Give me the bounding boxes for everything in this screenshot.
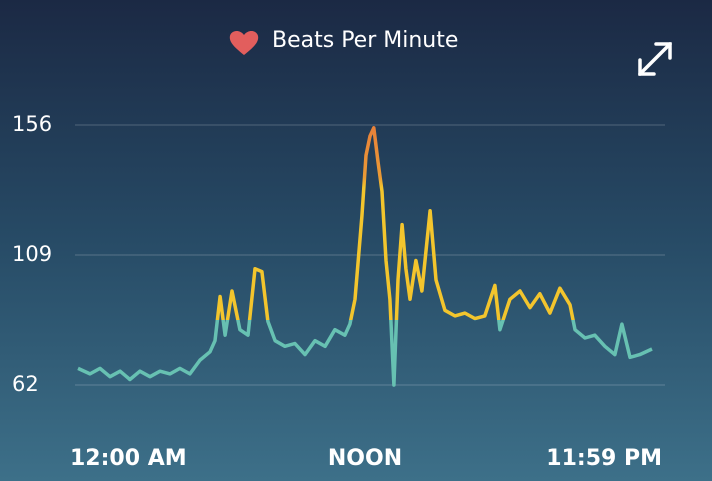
heart-rate-line bbox=[77, 126, 653, 387]
x-tick-label: 12:00 AM bbox=[70, 446, 187, 471]
x-tick-label: NOON bbox=[328, 446, 402, 471]
legend-label: Beats Per Minute bbox=[272, 28, 458, 53]
plot-area: 62 109 156 12:00 AM NOON 11:59 PM bbox=[12, 112, 665, 471]
y-tick-label: 62 bbox=[12, 372, 39, 396]
y-tick-label: 109 bbox=[12, 242, 52, 266]
expand-icon[interactable] bbox=[638, 42, 672, 76]
legend-heart bbox=[229, 31, 259, 55]
y-tick-label: 156 bbox=[12, 112, 52, 136]
x-tick-label: 11:59 PM bbox=[546, 446, 662, 471]
